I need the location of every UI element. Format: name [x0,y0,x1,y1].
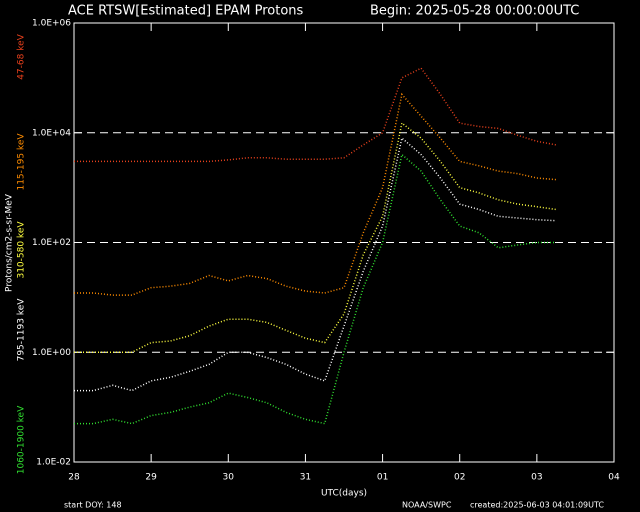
x-tick-label: 01 [377,473,388,483]
x-tick-label: 31 [300,473,311,483]
legend-entry: 310-580 keV [17,221,27,279]
x-tick-label: 04 [608,473,620,483]
x-tick-label: 28 [68,473,80,483]
footer-right: created:2025-06-03 04:01:09UTC [470,501,604,510]
x-tick-label: 03 [531,473,542,483]
legend-entry: 115-195 keV [17,133,27,191]
x-tick-label: 30 [223,473,235,483]
y-axis-label: Protons/cm2-s-sr-MeV [5,193,15,292]
chart-subtitle: Begin: 2025-05-28 00:00:00UTC [370,4,579,19]
y-tick-label: 1.0E+02 [32,238,71,248]
series-line [74,92,557,296]
x-tick-label: 02 [454,473,465,483]
series-line [74,121,557,354]
x-axis-label: UTC(days) [321,489,367,499]
footer-left: start DOY: 148 [64,501,122,510]
footer-center: NOAA/SWPC [402,501,452,510]
legend-entry: 1060-1900 keV [17,405,27,474]
series-line [74,67,557,163]
y-tick-label: 1.0E+04 [32,128,71,138]
x-tick-label: 29 [145,473,157,483]
chart-title: ACE RTSW[Estimated] EPAM Protons [68,4,304,19]
y-tick-label: 1.0E+06 [32,19,71,29]
legend-entry: 47-68 keV [17,33,27,79]
series-line [74,153,557,425]
series-line [74,136,557,392]
y-tick-label: 1.0E-02 [36,458,71,468]
y-tick-label: 1.0E+00 [32,348,71,358]
legend-entry: 795-1193 keV [17,298,27,362]
